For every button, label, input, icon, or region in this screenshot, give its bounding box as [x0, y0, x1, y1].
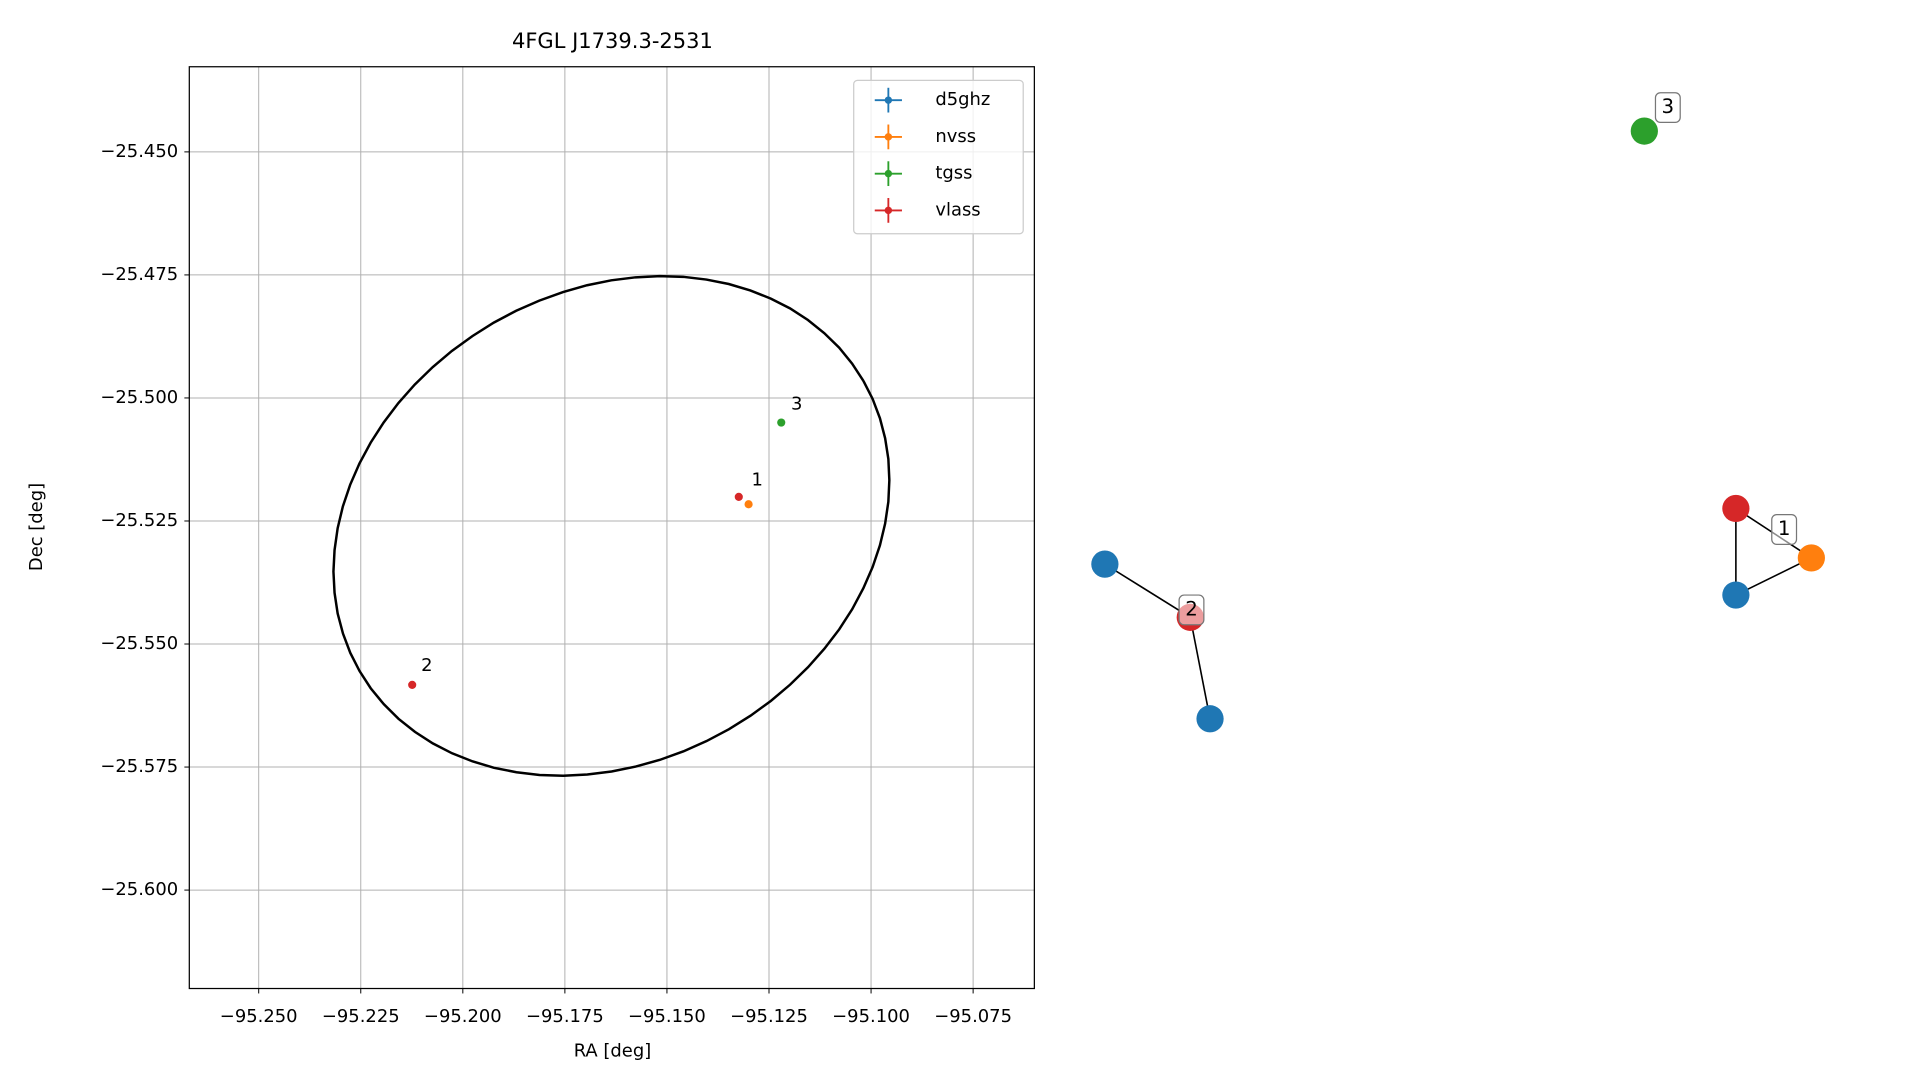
y-tick-label: −25.575	[100, 756, 178, 777]
label-box	[1771, 514, 1798, 545]
legend: d5ghz nvss tgss vlass	[853, 79, 1024, 235]
node	[1722, 581, 1750, 609]
x-tick-label: −95.125	[730, 1006, 808, 1027]
plot-frame	[188, 66, 1035, 990]
x-tick-label: −95.200	[424, 1006, 502, 1027]
y-tick-label: −25.450	[100, 141, 178, 162]
y-tick-label: −25.525	[100, 510, 178, 531]
label-box	[1654, 92, 1681, 124]
node-label: 3	[1662, 95, 1675, 118]
legend-marker	[884, 169, 893, 178]
annotation: 3	[791, 393, 802, 414]
x-axis-label: RA [deg]	[574, 1041, 652, 1062]
x-tick-label: −95.175	[526, 1006, 604, 1027]
x-tick-label: −95.225	[322, 1006, 400, 1027]
legend-label: nvss	[935, 126, 976, 147]
point	[734, 492, 743, 501]
node	[1196, 705, 1224, 733]
node	[1091, 550, 1119, 578]
edge	[1104, 563, 1191, 619]
y-axis-label: Dec [deg]	[26, 483, 47, 571]
y-tick-label: −25.550	[100, 633, 178, 654]
annotation: 1	[751, 470, 762, 491]
node-label: 2	[1185, 597, 1198, 620]
edge	[1735, 557, 1812, 596]
legend-label: vlass	[935, 199, 980, 220]
node-label: 1	[1778, 517, 1791, 540]
error-ellipse	[332, 274, 891, 777]
x-tick-label: −95.150	[628, 1006, 706, 1027]
y-tick-label: −25.475	[100, 264, 178, 285]
y-tick-label: −25.600	[100, 879, 178, 900]
y-tick-label: −25.500	[100, 387, 178, 408]
node	[1797, 544, 1825, 572]
x-tick-label: −95.250	[220, 1006, 298, 1027]
legend-marker	[884, 133, 893, 141]
legend-box	[853, 79, 1024, 235]
point	[744, 500, 753, 509]
label-box	[1178, 594, 1205, 626]
legend-marker	[884, 206, 893, 215]
edge	[1189, 617, 1211, 719]
legend-marker	[884, 96, 893, 104]
legend-label: d5ghz	[935, 89, 990, 110]
node	[1722, 494, 1750, 523]
point	[408, 680, 417, 689]
point	[777, 418, 786, 427]
chart-title: 4FGL J1739.3-2531	[512, 28, 713, 53]
node	[1630, 117, 1658, 145]
x-tick-label: −95.075	[934, 1006, 1012, 1027]
annotation: 2	[421, 655, 432, 676]
x-tick-label: −95.100	[832, 1006, 910, 1027]
legend-label: tgss	[935, 163, 972, 184]
